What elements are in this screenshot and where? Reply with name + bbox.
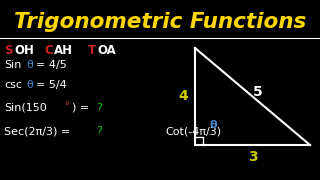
- Text: 3: 3: [248, 150, 257, 164]
- Text: 5: 5: [252, 84, 262, 98]
- Text: = 5/4: = 5/4: [36, 80, 67, 90]
- Text: Sin(150: Sin(150: [4, 103, 47, 113]
- Text: S: S: [4, 44, 12, 57]
- Text: OA: OA: [97, 44, 116, 57]
- Text: T: T: [88, 44, 96, 57]
- Text: C: C: [44, 44, 53, 57]
- Text: = 4/5: = 4/5: [36, 60, 67, 70]
- Text: Sec(2π/3) =: Sec(2π/3) =: [4, 126, 70, 136]
- Text: θ: θ: [26, 60, 33, 70]
- Text: θ: θ: [26, 80, 33, 90]
- Text: Trigonometric Functions: Trigonometric Functions: [14, 12, 306, 32]
- Text: csc: csc: [4, 80, 22, 90]
- Text: OH: OH: [14, 44, 34, 57]
- Text: ?: ?: [96, 126, 102, 136]
- Text: ?: ?: [96, 103, 102, 113]
- Text: ) =: ) =: [72, 103, 89, 113]
- Text: 4: 4: [178, 89, 188, 103]
- Text: °: °: [64, 101, 69, 111]
- Text: θ: θ: [209, 120, 217, 130]
- Text: AH: AH: [54, 44, 73, 57]
- Text: Cot(-4π/3): Cot(-4π/3): [165, 126, 221, 136]
- Text: Sin: Sin: [4, 60, 21, 70]
